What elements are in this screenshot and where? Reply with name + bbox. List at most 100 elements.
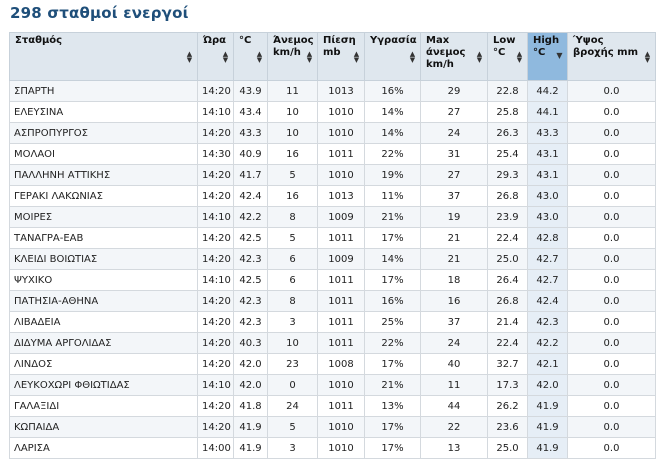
table-cell: 1010 [317, 122, 365, 144]
table-cell: 0.0 [567, 290, 656, 312]
table-cell: 1008 [317, 353, 365, 375]
table-cell: 24 [420, 332, 488, 354]
column-header-label: Ώρα [203, 35, 226, 46]
page-title: 298 σταθμοί ενεργοί [10, 4, 189, 22]
table-cell: 42.3 [233, 248, 268, 270]
column-header-9[interactable]: Ύψος βροχής mm ▲ ▼ [567, 32, 656, 81]
table-cell: 0.0 [567, 227, 656, 249]
table-cell: 42.2 [527, 332, 568, 354]
table-cell: 8 [267, 290, 318, 312]
table-row: ΛΑΡΙΣΑ 14:00 41.9 3 1010 17% 13 25.0 41.9 0.0 [9, 437, 656, 459]
table-cell: 14:20 [197, 395, 234, 417]
table-cell: 42.3 [233, 311, 268, 333]
table-cell: 42.0 [527, 374, 568, 396]
table-cell: 42.4 [527, 290, 568, 312]
table-cell: 23.6 [487, 416, 528, 438]
table-cell: 17% [364, 353, 421, 375]
table-row: ΛΙΒΑΔΕΙΑ 14:20 42.3 3 1011 25% 37 21.4 42.3 0.0 [9, 311, 656, 333]
table-cell: 25.8 [487, 101, 528, 123]
sort-desc-icon: ▼ [556, 51, 563, 60]
table-cell: 14:30 [197, 143, 234, 165]
table-row: ΓΕΡΑΚΙ ΛΑΚΩΝΙΑΣ 14:20 42.4 16 1013 11% 37 26.8 4… [9, 185, 656, 207]
table-cell: 18 [420, 269, 488, 291]
sort-both-icon: ▲ ▼ [353, 50, 360, 64]
column-header-7[interactable]: Low °C ▲ ▼ [487, 32, 528, 81]
table-cell: 42.7 [527, 269, 568, 291]
table-cell: 0.0 [567, 122, 656, 144]
table-cell: 16 [420, 290, 488, 312]
table-cell: ΤΑΝΑΓΡΑ-ΕΑΒ [9, 227, 198, 249]
table-cell: 13 [420, 437, 488, 459]
table-row: ΜΟΛΑΟΙ 14:30 40.9 16 1011 22% 31 25.4 43.1 0.0 [9, 143, 656, 165]
table-cell: 14:00 [197, 437, 234, 459]
table-cell: 19 [420, 206, 488, 228]
table-cell: 29 [420, 80, 488, 102]
column-header-4[interactable]: Πίεση mb ▲ ▼ [317, 32, 365, 81]
table-cell: 5 [267, 227, 318, 249]
table-cell: ΨΥΧΙΚΟ [9, 269, 198, 291]
table-cell: 0.0 [567, 164, 656, 186]
table-cell: 0.0 [567, 353, 656, 375]
table-cell: 22.4 [487, 227, 528, 249]
table-cell: 14:20 [197, 332, 234, 354]
table-cell: 26.4 [487, 269, 528, 291]
table-cell: ΠΑΛΛΗΝΗ ΑΤΤΙΚΗΣ [9, 164, 198, 186]
table-cell: 14:10 [197, 269, 234, 291]
table-row: ΤΑΝΑΓΡΑ-ΕΑΒ 14:20 42.5 5 1011 17% 21 22.4 42.8 0.… [9, 227, 656, 249]
table-cell: 1010 [317, 164, 365, 186]
table-row: ΨΥΧΙΚΟ 14:10 42.5 6 1011 17% 18 26.4 42.7 0.0 [9, 269, 656, 291]
column-header-5[interactable]: Υγρασία ▲ ▼ [364, 32, 421, 81]
table-cell: ΜΟΛΑΟΙ [9, 143, 198, 165]
table-cell: 44.2 [527, 80, 568, 102]
table-cell: ΚΛΕΙΔΙ ΒΟΙΩΤΙΑΣ [9, 248, 198, 270]
table-cell: 1011 [317, 332, 365, 354]
column-header-2[interactable]: °C ▲ ▼ [233, 32, 268, 81]
table-cell: 23 [267, 353, 318, 375]
table-cell: 17% [364, 437, 421, 459]
table-cell: 6 [267, 269, 318, 291]
column-header-8[interactable]: High °C ▼ [527, 32, 568, 81]
column-header-1[interactable]: Ώρα ▲ ▼ [197, 32, 234, 81]
table-cell: 0.0 [567, 311, 656, 333]
table-cell: 14:20 [197, 185, 234, 207]
table-cell: 25% [364, 311, 421, 333]
table-cell: 11 [267, 80, 318, 102]
table-cell: 19% [364, 164, 421, 186]
table-cell: 14% [364, 122, 421, 144]
sort-both-icon: ▲ ▼ [222, 50, 229, 64]
table-cell: ΠΑΤΗΣΙΑ-ΑΘΗΝΑ [9, 290, 198, 312]
table-cell: 21 [420, 227, 488, 249]
column-header-label: Low °C [493, 35, 516, 58]
table-cell: ΛΕΥΚΟΧΩΡΙ ΦΘΙΩΤΙΔΑΣ [9, 374, 198, 396]
sort-both-icon: ▲ ▼ [186, 50, 193, 64]
table-cell: 8 [267, 206, 318, 228]
column-header-6[interactable]: Max άνεμος km/h ▲ ▼ [420, 32, 488, 81]
table-cell: 26.2 [487, 395, 528, 417]
table-cell: 21 [420, 248, 488, 270]
table-cell: 26.8 [487, 290, 528, 312]
table-cell: ΛΑΡΙΣΑ [9, 437, 198, 459]
table-cell: ΛΙΝΔΟΣ [9, 353, 198, 375]
table-cell: 1010 [317, 101, 365, 123]
column-header-label: Άνεμος km/h [273, 35, 314, 58]
table-cell: 42.5 [233, 269, 268, 291]
table-cell: 0.0 [567, 437, 656, 459]
table-cell: 1009 [317, 206, 365, 228]
table-header-row: Σταθμός ▲ ▼ Ώρα ▲ ▼ °C ▲ ▼ Άνεμος km/h ▲ ▼ Πίεση mb ▲… [9, 32, 656, 81]
table-cell: 11 [420, 374, 488, 396]
column-header-3[interactable]: Άνεμος km/h ▲ ▼ [267, 32, 318, 81]
table-cell: 25.4 [487, 143, 528, 165]
table-cell: 42.1 [527, 353, 568, 375]
column-header-0[interactable]: Σταθμός ▲ ▼ [9, 32, 198, 81]
table-cell: 43.0 [527, 185, 568, 207]
table-cell: 43.3 [233, 122, 268, 144]
stations-table: Σταθμός ▲ ▼ Ώρα ▲ ▼ °C ▲ ▼ Άνεμος km/h ▲ ▼ Πίεση mb ▲… [9, 32, 656, 459]
table-cell: 43.9 [233, 80, 268, 102]
table-cell: 10 [267, 101, 318, 123]
table-cell: 25.0 [487, 437, 528, 459]
table-cell: 32.7 [487, 353, 528, 375]
table-cell: 25.0 [487, 248, 528, 270]
table-cell: ΣΠΑΡΤΗ [9, 80, 198, 102]
table-cell: 14:20 [197, 80, 234, 102]
table-cell: 10 [267, 122, 318, 144]
